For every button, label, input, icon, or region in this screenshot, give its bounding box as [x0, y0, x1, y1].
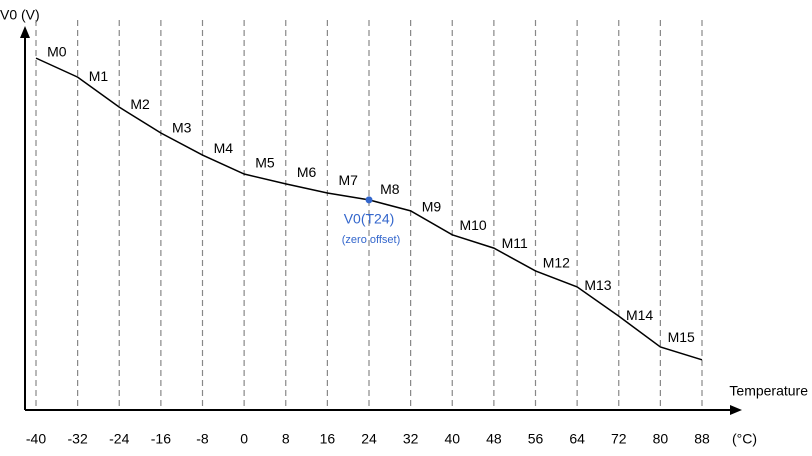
segment-label: M12 — [543, 255, 570, 271]
segment-label: M2 — [130, 96, 150, 112]
segment-label: M9 — [422, 199, 442, 215]
segment-label: M11 — [502, 235, 528, 251]
x-tick-label: -32 — [68, 431, 88, 447]
x-tick-label: 32 — [403, 431, 419, 447]
x-tick-label: -16 — [151, 431, 171, 447]
x-tick-label: 80 — [653, 431, 669, 447]
x-tick-label: -24 — [109, 431, 129, 447]
segment-label: M14 — [626, 307, 653, 323]
x-tick-label: 0 — [240, 431, 248, 447]
segment-label: M6 — [297, 164, 317, 180]
x-tick-label: 16 — [320, 431, 336, 447]
annotation: V0(T24) — [344, 211, 395, 227]
x-axis-arrow — [730, 405, 742, 415]
segment-label: M15 — [668, 329, 695, 345]
x-axis-label: Temperature — [729, 383, 808, 399]
x-tick-label: 64 — [569, 431, 585, 447]
segment-label: M1 — [89, 68, 109, 84]
segment-label: M10 — [459, 217, 486, 233]
segment-label: M5 — [255, 155, 275, 171]
x-tick-label: 24 — [361, 431, 377, 447]
x-tick-label: 56 — [528, 431, 544, 447]
x-tick-label: 48 — [486, 431, 502, 447]
segment-label: M4 — [214, 140, 234, 156]
x-tick-label: 8 — [282, 431, 290, 447]
x-tick-label: -8 — [196, 431, 209, 447]
x-unit: (°C) — [732, 431, 757, 447]
x-tick-label: 72 — [611, 431, 627, 447]
y-axis-arrow — [20, 26, 30, 38]
segment-label: M8 — [380, 181, 400, 197]
segment-label: M0 — [47, 43, 67, 59]
segment-label: M3 — [172, 120, 192, 136]
x-tick-label: 88 — [694, 431, 710, 447]
segment-label: M7 — [338, 172, 358, 188]
y-axis-label: V0 (V) — [0, 7, 40, 23]
x-tick-label: 40 — [444, 431, 460, 447]
segment-label: M13 — [584, 277, 611, 293]
annotation-sub: (zero offset) — [342, 234, 401, 246]
x-tick-label: -40 — [26, 431, 46, 447]
highlight-point — [365, 196, 373, 204]
